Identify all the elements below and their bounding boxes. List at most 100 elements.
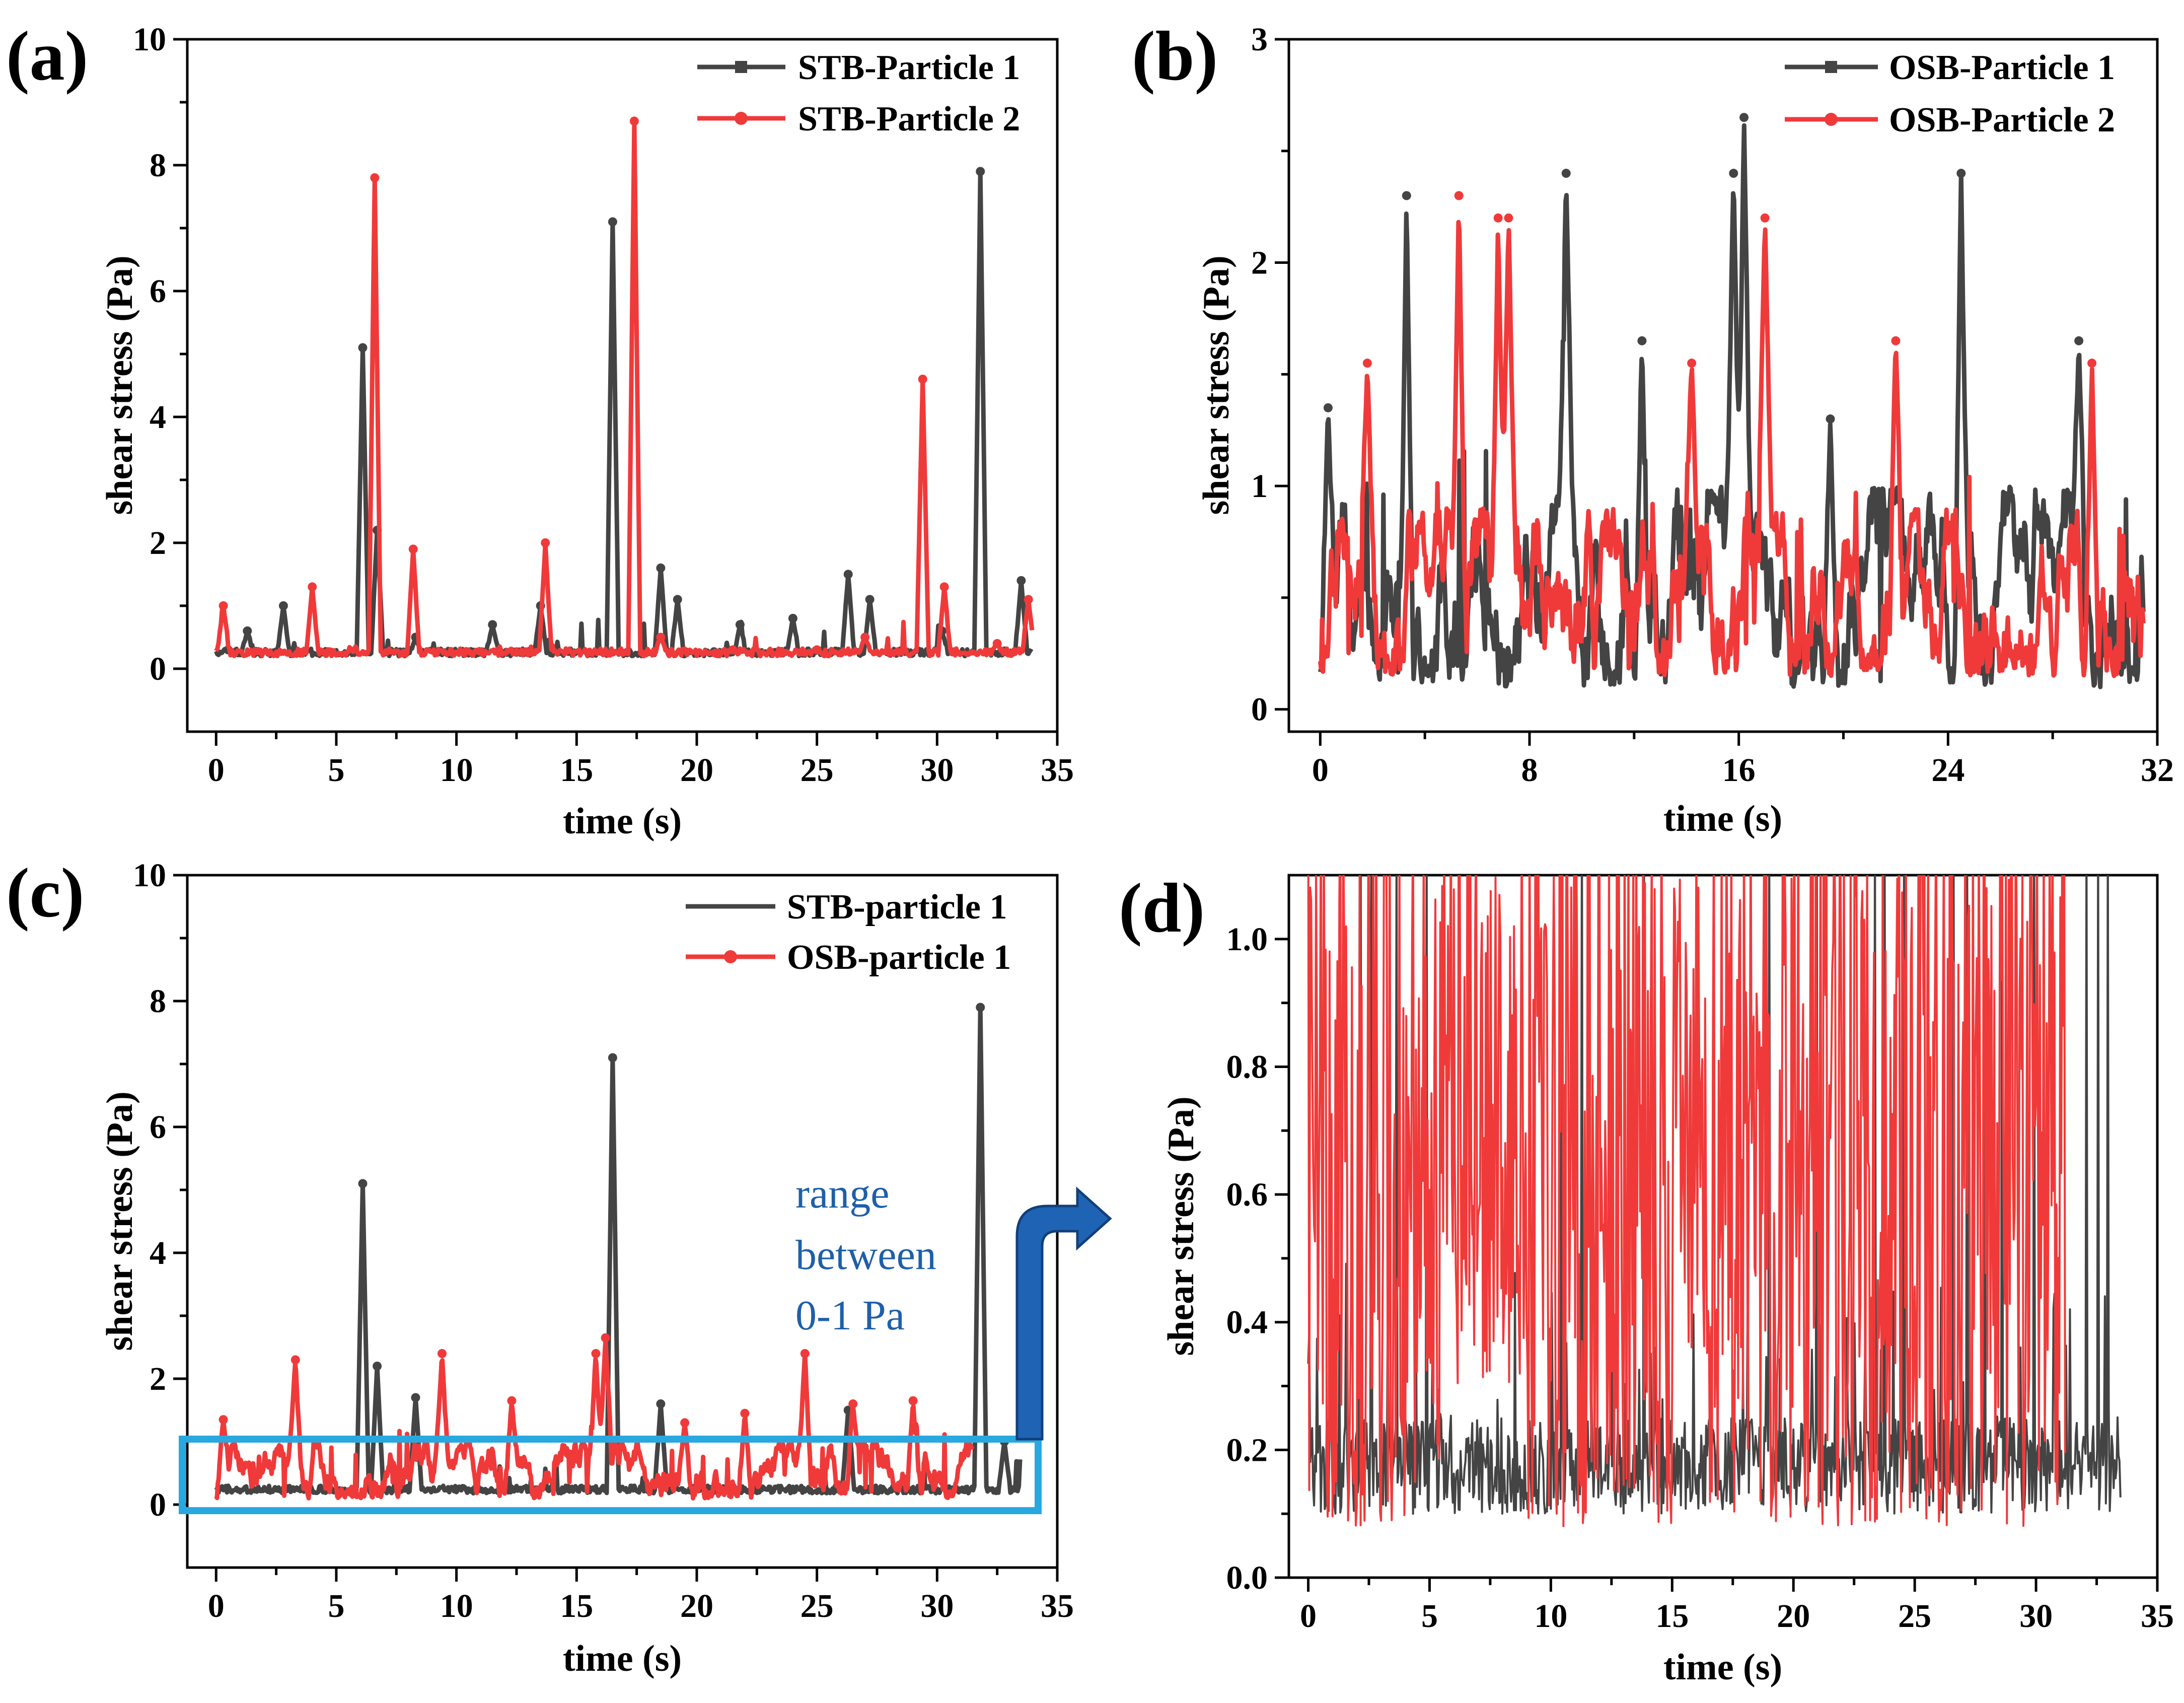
y-tick-label-d-4: 0.8	[1226, 1048, 1268, 1085]
legend-marker-b-2	[1825, 113, 1838, 126]
x-tick-label-a-6: 30	[920, 752, 954, 789]
y-tick-label-d-2: 0.4	[1226, 1304, 1268, 1341]
y-tick-label-d-0: 0.0	[1226, 1559, 1268, 1596]
series-a-2	[214, 119, 1035, 659]
x-tick-label-c-3: 15	[560, 1588, 593, 1624]
x-tick-label-a-1: 5	[328, 752, 344, 789]
series-b-1	[1318, 123, 2146, 689]
x-tick-label-d-2: 10	[1534, 1598, 1567, 1635]
legend-label-c-2: OSB-particle 1	[787, 938, 1011, 977]
series-layer-d	[1307, 875, 2122, 1527]
x-tick-label-c-5: 25	[800, 1588, 834, 1624]
x-tick-label-c-6: 30	[920, 1588, 954, 1624]
x-tick-label-d-7: 35	[2141, 1598, 2174, 1635]
peak-marker-a-2-1	[308, 582, 317, 592]
peak-marker-a-1-11	[735, 620, 745, 629]
peak-marker-c-2-0	[219, 1415, 228, 1425]
peak-marker-c-2-5	[800, 1349, 810, 1358]
peak-marker-c-2-1	[290, 1355, 300, 1365]
legend-c: STB-particle 1 OSB-particle 1	[686, 888, 1011, 977]
y-tick-label-d-5: 1.0	[1226, 921, 1268, 958]
y-tick-label-a-1: 2	[150, 525, 166, 561]
y-tick-label-d-3: 0.6	[1226, 1176, 1268, 1213]
panel-label-c: (c)	[6, 854, 84, 932]
x-tick-label-d-3: 15	[1655, 1598, 1689, 1635]
legend-marker-c-2	[724, 950, 737, 963]
annotation-line-3: 0-1 Pa	[795, 1292, 905, 1339]
peak-marker-b-2-2	[1504, 213, 1513, 223]
panel-label-a: (a)	[6, 17, 88, 95]
plot-frame-d	[1287, 874, 2159, 1579]
ticks-layer-a: 0 5 10 15 20 25 30 35 0 2 4 6 8 10	[133, 21, 1074, 789]
peak-marker-a-2-9	[860, 632, 870, 642]
legend-label-a-2: STB-Particle 2	[798, 100, 1020, 138]
peak-marker-a-2-4	[541, 538, 550, 547]
series-b-2	[1318, 220, 2146, 678]
peak-marker-b-1-7	[1637, 336, 1647, 345]
peak-marker-c-2-7	[507, 1396, 517, 1405]
peak-marker-b-2-5	[2087, 359, 2097, 368]
peak-marker-a-1-9	[656, 563, 666, 573]
annotation-line-2: between	[795, 1232, 936, 1279]
peak-marker-b-2-0	[1454, 191, 1464, 200]
panel-b: 0 8 16 24 32 0 1 2 3 (b) time (s) shear stress (…	[1132, 17, 2174, 839]
legend-label-b-1: OSB-Particle 1	[1889, 48, 2115, 87]
peak-marker-a-2-6	[656, 632, 666, 642]
x-tick-label-b-0: 0	[1312, 752, 1329, 789]
peak-marker-a-1-13	[843, 570, 853, 579]
x-tick-label-b-4: 32	[2141, 752, 2174, 789]
peak-marker-a-2-7	[728, 645, 738, 655]
peak-marker-c-1-3	[608, 1053, 617, 1062]
peak-marker-c-1-0	[358, 1179, 368, 1188]
peak-marker-b-1-5	[1956, 169, 1966, 178]
peak-marker-b-1-6	[2074, 336, 2084, 345]
peak-marker-a-1-14	[865, 595, 875, 604]
peak-marker-c-2-8	[680, 1418, 690, 1428]
legend-a: STB-Particle 1 STB-Particle 2	[697, 48, 1020, 138]
range-highlight-box	[179, 1436, 1042, 1514]
y-axis-title-b: shear stress (Pa)	[1196, 255, 1237, 515]
annotation-range: range between 0-1 Pa	[795, 1170, 936, 1339]
annotation-line-1: range	[795, 1170, 890, 1217]
x-tick-label-c-4: 20	[680, 1588, 713, 1624]
peak-marker-a-2-11	[939, 582, 949, 592]
x-tick-label-b-3: 24	[1931, 752, 1964, 789]
panel-a: 0 5 10 15 20 25 30 35 0 2 4 6 8 10 (a) time (s) shear…	[6, 17, 1074, 842]
ticks-layer-d: 0 5 10 15 20 25 30 35 0.0 0.2 0.4 0.6 0.8 1.0	[1226, 921, 2174, 1635]
peak-marker-b-1-0	[1323, 403, 1333, 412]
y-axis-title-c: shear stress (Pa)	[99, 1091, 140, 1351]
peak-marker-b-2-4	[1891, 336, 1901, 345]
peak-marker-a-2-5	[629, 116, 639, 126]
x-tick-label-a-3: 15	[560, 752, 593, 789]
peak-marker-b-2-1	[1493, 213, 1503, 223]
peak-marker-b-1-3	[1729, 169, 1738, 178]
y-tick-label-c-3: 6	[150, 1109, 166, 1146]
peak-marker-a-2-10	[918, 375, 927, 384]
x-tick-label-d-5: 25	[1898, 1598, 1931, 1635]
x-tick-label-b-2: 16	[1722, 752, 1756, 789]
peak-marker-c-1-6	[976, 1003, 985, 1012]
peak-marker-b-2-7	[1687, 359, 1697, 368]
legend-b: OSB-Particle 1 OSB-Particle 2	[1785, 48, 2115, 139]
y-tick-label-a-0: 0	[150, 651, 166, 687]
series-a-1	[214, 169, 1034, 659]
peak-marker-a-1-8	[608, 217, 617, 227]
y-tick-label-d-1: 0.2	[1226, 1432, 1268, 1468]
series-layer-a	[214, 116, 1035, 659]
x-tick-label-d-1: 5	[1421, 1598, 1438, 1635]
y-axis-title-d: shear stress (Pa)	[1160, 1096, 1202, 1356]
peak-marker-a-1-6	[488, 620, 497, 629]
peak-marker-c-1-2	[411, 1393, 420, 1402]
legend-label-c-1: STB-particle 1	[787, 888, 1007, 927]
peak-marker-a-1-12	[788, 614, 797, 623]
peak-marker-a-2-2	[370, 173, 380, 182]
peak-marker-a-1-1	[243, 626, 252, 635]
legend-marker-a-2	[735, 112, 748, 125]
panel-d: 0 5 10 15 20 25 30 35 0.0 0.2 0.4 0.6 0.8 1.0 (d) tim…	[1119, 869, 2174, 1688]
peak-marker-a-1-16	[976, 167, 985, 176]
legend-label-a-1: STB-Particle 1	[798, 48, 1020, 87]
plot-frame-b	[1287, 38, 2159, 733]
x-axis-title-d: time (s)	[1663, 1647, 1782, 1688]
peak-marker-c-2-9	[740, 1408, 750, 1418]
series-d-2	[1307, 875, 2066, 1527]
